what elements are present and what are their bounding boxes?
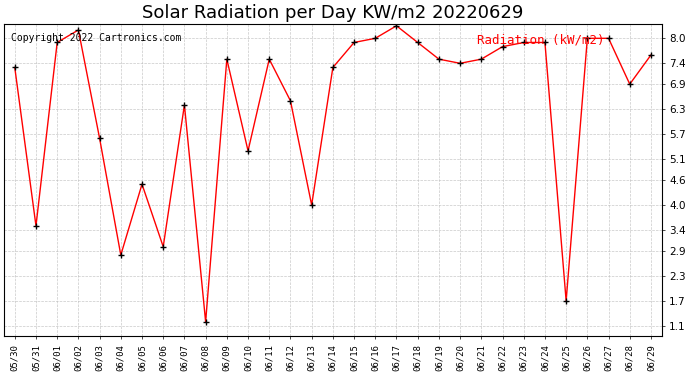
Title: Solar Radiation per Day KW/m2 20220629: Solar Radiation per Day KW/m2 20220629	[142, 4, 524, 22]
Text: Copyright 2022 Cartronics.com: Copyright 2022 Cartronics.com	[11, 33, 181, 43]
Text: Radiation (kW/m2): Radiation (kW/m2)	[477, 33, 605, 46]
